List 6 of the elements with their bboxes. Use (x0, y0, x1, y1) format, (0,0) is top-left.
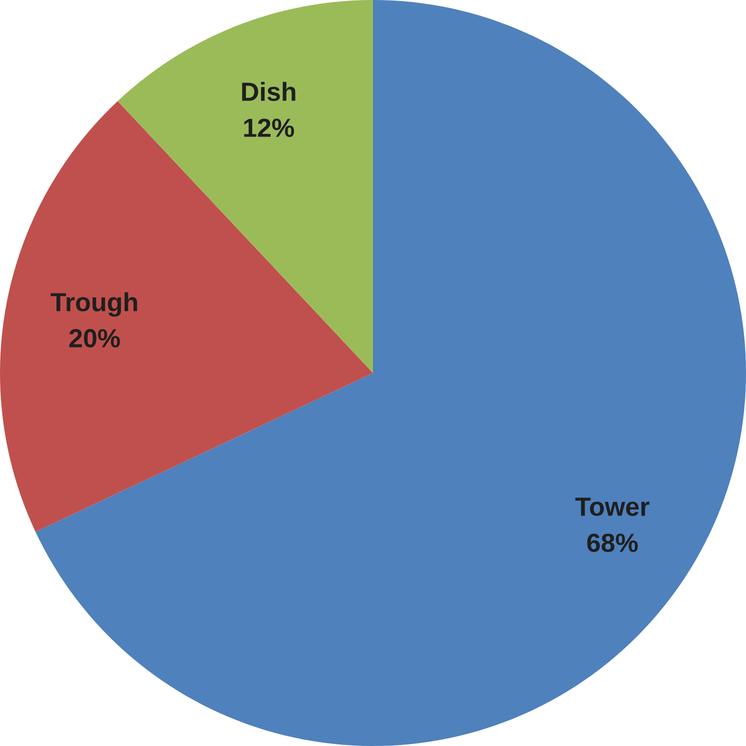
data-label: 12% (244, 118, 294, 137)
slice-label: Dish (242, 82, 296, 101)
slice-label: Tower (575, 498, 650, 516)
slice-label: Trough (50, 292, 138, 317)
data-label: 68% (587, 534, 638, 552)
data-label: 20% (69, 329, 120, 348)
